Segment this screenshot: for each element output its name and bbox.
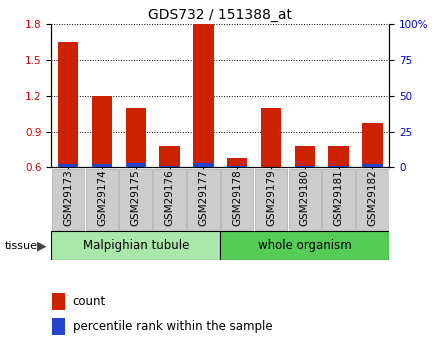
Bar	[193, 24, 214, 239]
Bar	[159, 146, 180, 239]
Bar	[295, 146, 315, 239]
Bar	[51, 231, 220, 260]
Bar	[92, 96, 112, 239]
Bar	[227, 158, 247, 239]
Bar	[356, 169, 388, 230]
Bar	[187, 169, 219, 230]
Bar	[92, 165, 112, 167]
Bar	[295, 166, 315, 167]
Bar	[120, 169, 152, 230]
Text: percentile rank within the sample: percentile rank within the sample	[73, 320, 272, 333]
Bar	[159, 166, 180, 167]
Bar	[58, 42, 78, 239]
Text: GSM29175: GSM29175	[131, 169, 141, 226]
Bar	[58, 165, 78, 167]
Bar	[362, 123, 383, 239]
Text: ▶: ▶	[37, 239, 47, 252]
Text: GSM29177: GSM29177	[198, 169, 208, 226]
Bar	[221, 169, 253, 230]
Bar	[154, 169, 186, 230]
Text: GSM29179: GSM29179	[266, 169, 276, 226]
Bar	[125, 108, 146, 239]
Text: count: count	[73, 295, 106, 308]
Text: GSM29180: GSM29180	[300, 169, 310, 226]
Bar	[289, 169, 321, 230]
Bar	[193, 163, 214, 167]
Text: tissue: tissue	[4, 241, 37, 250]
Bar	[52, 169, 84, 230]
Text: GSM29174: GSM29174	[97, 169, 107, 226]
Bar	[328, 146, 349, 239]
Title: GDS732 / 151388_at: GDS732 / 151388_at	[148, 8, 292, 22]
Bar	[323, 169, 355, 230]
Bar	[125, 163, 146, 167]
Text: GSM29176: GSM29176	[165, 169, 174, 226]
Bar	[86, 169, 118, 230]
Bar	[328, 166, 349, 167]
Text: GSM29181: GSM29181	[334, 169, 344, 226]
Text: GSM29182: GSM29182	[368, 169, 377, 226]
Bar	[220, 231, 389, 260]
Bar	[52, 293, 65, 309]
Text: whole organism: whole organism	[258, 239, 352, 252]
Bar	[255, 169, 287, 230]
Text: GSM29173: GSM29173	[63, 169, 73, 226]
Text: GSM29178: GSM29178	[232, 169, 242, 226]
Bar	[261, 108, 281, 239]
Bar	[52, 318, 65, 335]
Bar	[227, 166, 247, 167]
Text: Malpighian tubule: Malpighian tubule	[82, 239, 189, 252]
Bar	[362, 165, 383, 167]
